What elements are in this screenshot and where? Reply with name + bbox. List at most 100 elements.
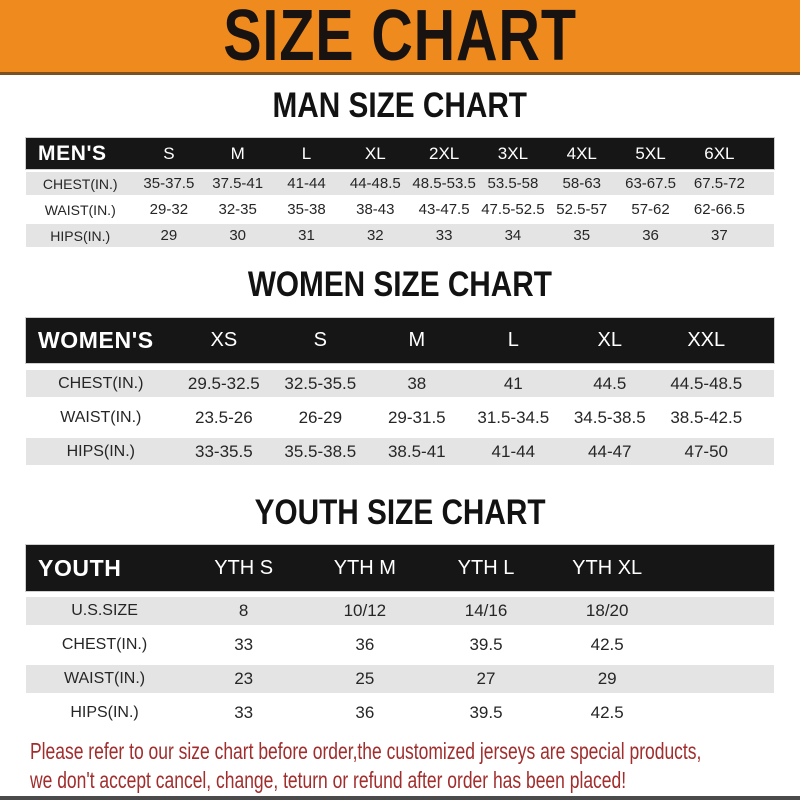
cell: 44-48.5 bbox=[349, 175, 401, 192]
column-header: L bbox=[301, 143, 312, 163]
cell: 33-35.5 bbox=[195, 441, 253, 461]
youth-section-heading: YOUTH SIZE CHART bbox=[254, 493, 546, 532]
cell: 47.5-52.5 bbox=[481, 201, 545, 218]
cell: 30 bbox=[229, 227, 247, 244]
column-header: YTH XL bbox=[572, 556, 643, 579]
cell: 10/12 bbox=[343, 601, 387, 620]
cell: 31.5-34.5 bbox=[477, 407, 550, 427]
table-row: CHEST(IN.) 35-37.5 37.5-41 41-44 44-48.5 48.5… bbox=[26, 172, 774, 195]
cell: 42.5 bbox=[590, 635, 624, 654]
cell: 29.5-32.5 bbox=[187, 373, 260, 393]
cell: 58-63 bbox=[562, 175, 601, 192]
column-header: M bbox=[408, 329, 426, 351]
cell: 63-67.5 bbox=[625, 175, 676, 192]
top-banner: SIZE CHART bbox=[0, 0, 800, 75]
man-section-heading: MAN SIZE CHART bbox=[272, 86, 528, 125]
cell: 37 bbox=[711, 227, 728, 244]
cell: 35-37.5 bbox=[143, 175, 195, 192]
women-section-heading: WOMEN SIZE CHART bbox=[247, 265, 553, 304]
cell: 23.5-26 bbox=[195, 407, 253, 427]
column-header: L bbox=[507, 329, 519, 351]
cell: 39.5 bbox=[469, 635, 503, 654]
cell: 29 bbox=[160, 227, 178, 244]
cell: 8 bbox=[238, 601, 249, 620]
column-header: 5XL bbox=[635, 143, 666, 163]
women-size-table: WOMEN'S XS S M L XL XXL CHEST(IN.) 29.5-32.5 32.5… bbox=[26, 318, 774, 465]
disclaimer-line-2: we don't accept cancel, change, teturn o… bbox=[30, 767, 627, 793]
cell: 34.5-38.5 bbox=[573, 407, 646, 427]
column-header: M bbox=[230, 143, 245, 163]
row-label: CHEST(IN.) bbox=[58, 374, 144, 392]
column-header: 4XL bbox=[566, 143, 597, 163]
cell: 41-44 bbox=[491, 441, 536, 461]
column-header: XL bbox=[364, 143, 386, 163]
cell: 42.5 bbox=[590, 703, 624, 722]
cell: 67.5-72 bbox=[693, 175, 745, 192]
bottom-edge-strip bbox=[0, 796, 800, 800]
cell: 32-35 bbox=[218, 201, 257, 218]
cell: 43-47.5 bbox=[418, 201, 470, 218]
cell: 36 bbox=[355, 635, 375, 654]
table-row: HIPS(IN.) 33 36 39.5 42.5 bbox=[26, 699, 774, 727]
youth-size-table: YOUTH YTH S YTH M YTH L YTH XL U.S.SIZE 8 10/12… bbox=[26, 545, 774, 727]
row-label: HIPS(IN.) bbox=[66, 442, 136, 460]
cell: 37.5-41 bbox=[212, 175, 264, 192]
row-label: U.S.SIZE bbox=[71, 602, 138, 619]
table-row: CHEST(IN.) 29.5-32.5 32.5-35.5 38 41 44.5 44.5… bbox=[26, 370, 774, 397]
table-row: WAIST(IN.) 29-32 32-35 35-38 38-43 43-47.5 47.… bbox=[26, 198, 774, 221]
row-label: WAIST(IN.) bbox=[63, 670, 146, 687]
cell: 25 bbox=[355, 669, 375, 688]
column-header: S bbox=[313, 329, 327, 351]
cell: 26-29 bbox=[298, 407, 343, 427]
column-header: 3XL bbox=[497, 143, 529, 163]
cell: 35.5-38.5 bbox=[284, 441, 357, 461]
cell: 48.5-53.5 bbox=[412, 175, 476, 192]
table-corner-label: YOUTH bbox=[38, 554, 122, 581]
cell: 27 bbox=[476, 669, 496, 688]
table-row: WAIST(IN.) 23 25 27 29 bbox=[26, 665, 774, 693]
cell: 29 bbox=[597, 669, 617, 688]
table-header-row: MEN'S S M L XL 2XL 3XL 4XL 5XL 6XL bbox=[26, 138, 774, 169]
cell: 29-32 bbox=[149, 201, 189, 218]
cell: 57-62 bbox=[631, 201, 670, 218]
cell: 23 bbox=[234, 669, 254, 688]
column-header: 6XL bbox=[704, 143, 735, 163]
cell: 33 bbox=[435, 227, 453, 244]
cell: 44.5 bbox=[593, 373, 627, 393]
cell: 31 bbox=[298, 227, 315, 244]
column-header: YTH M bbox=[333, 556, 396, 579]
cell: 62-66.5 bbox=[693, 201, 745, 218]
disclaimer-note: Please refer to our size chart before or… bbox=[30, 737, 800, 795]
cell: 29-31.5 bbox=[387, 407, 446, 427]
cell: 44-47 bbox=[588, 441, 632, 461]
cell: 36 bbox=[355, 703, 375, 722]
disclaimer-line-1: Please refer to our size chart before or… bbox=[30, 738, 702, 764]
cell: 35-38 bbox=[287, 201, 326, 218]
cell: 47-50 bbox=[684, 441, 728, 461]
row-label: HIPS(IN.) bbox=[50, 227, 111, 244]
row-label: WAIST(IN.) bbox=[60, 408, 142, 426]
table-header-row: YOUTH YTH S YTH M YTH L YTH XL bbox=[26, 545, 774, 591]
cell: 53.5-58 bbox=[487, 175, 539, 192]
column-header: XXL bbox=[687, 329, 726, 351]
column-header: S bbox=[163, 143, 175, 163]
row-label: HIPS(IN.) bbox=[70, 704, 139, 721]
column-header: YTH L bbox=[457, 556, 515, 579]
column-header: XL bbox=[597, 329, 622, 351]
men-size-table: MEN'S S M L XL 2XL 3XL 4XL 5XL 6XL CHEST(IN.) 35-37… bbox=[26, 138, 774, 247]
cell: 32 bbox=[366, 227, 384, 244]
cell: 44.5-48.5 bbox=[670, 373, 743, 393]
cell: 18/20 bbox=[585, 601, 629, 620]
table-corner-label: MEN'S bbox=[38, 141, 107, 165]
man-section-heading-wrap: MAN SIZE CHART bbox=[0, 88, 800, 124]
cell: 33 bbox=[234, 703, 254, 722]
cell: 38-43 bbox=[356, 201, 395, 218]
cell: 38 bbox=[407, 373, 427, 393]
table-row: CHEST(IN.) 33 36 39.5 42.5 bbox=[26, 631, 774, 659]
table-row: HIPS(IN.) 33-35.5 35.5-38.5 38.5-41 41-44 44-… bbox=[26, 438, 774, 465]
cell: 38.5-41 bbox=[387, 441, 446, 461]
cell: 35 bbox=[573, 227, 591, 244]
cell: 34 bbox=[504, 227, 522, 244]
cell: 41-44 bbox=[287, 175, 326, 192]
